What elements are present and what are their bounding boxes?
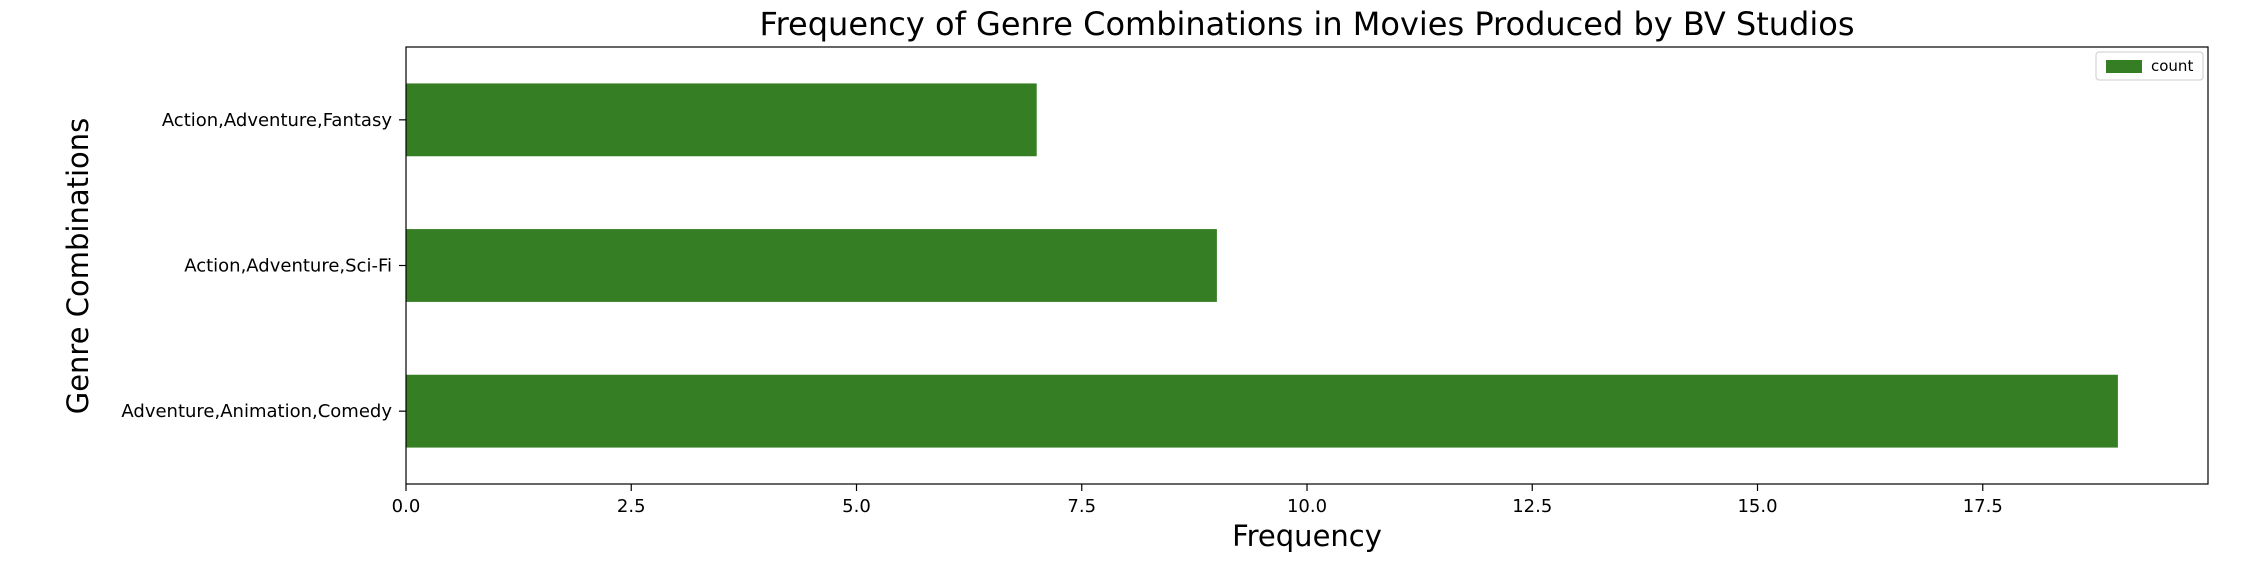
y-axis-label: Genre Combinations <box>61 118 95 415</box>
bars-layer <box>406 83 2118 448</box>
x-tick-label: 5.0 <box>842 496 871 517</box>
y-axis-ticks: Action,Adventure,Fantasy Action,Adventure… <box>121 110 406 422</box>
legend: count <box>2095 51 2204 81</box>
bar <box>406 83 1037 157</box>
y-tick-label: Adventure,Animation,Comedy <box>121 401 392 422</box>
bar <box>406 229 1217 302</box>
y-tick-label: Action,Adventure,Sci-Fi <box>184 256 392 277</box>
legend-swatch <box>2106 60 2142 73</box>
x-tick-label: 0.0 <box>392 496 421 517</box>
y-tick-label: Action,Adventure,Fantasy <box>162 110 393 131</box>
x-tick-label: 10.0 <box>1287 496 1327 517</box>
chart-title: Frequency of Genre Combinations in Movie… <box>760 5 1855 43</box>
x-tick-label: 17.5 <box>1963 496 2003 517</box>
legend-label: count <box>2151 57 2193 75</box>
plot-frame <box>405 46 2209 485</box>
x-tick-label: 12.5 <box>1512 496 1552 517</box>
x-tick-label: 15.0 <box>1737 496 1777 517</box>
x-axis-label: Frequency <box>1232 519 1382 553</box>
x-tick-label: 2.5 <box>617 496 646 517</box>
bar <box>406 374 2118 448</box>
x-axis-ticks: 0.0 2.5 5.0 7.5 10.0 12.5 15.0 17.5 <box>392 484 2003 517</box>
x-tick-label: 7.5 <box>1067 496 1096 517</box>
